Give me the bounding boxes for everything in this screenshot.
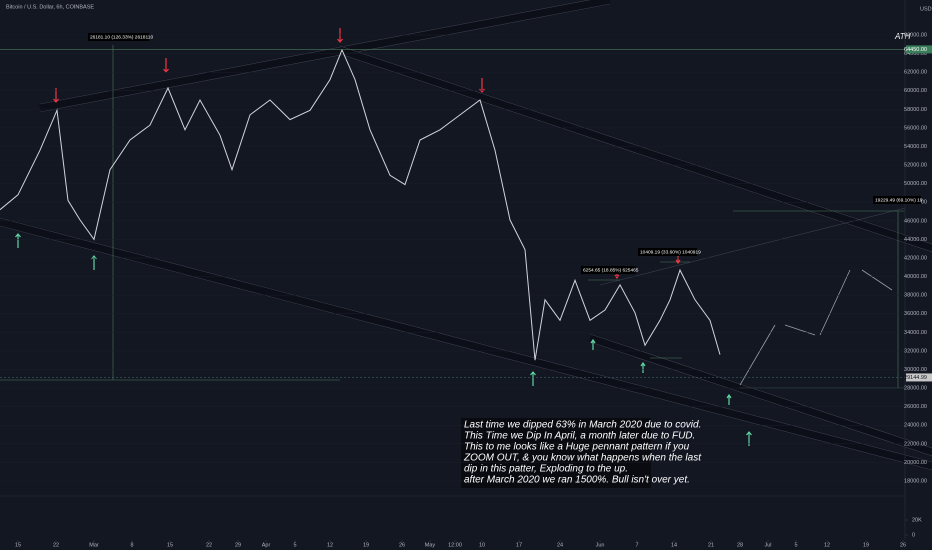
ath-price-box bbox=[906, 45, 932, 54]
x-tick-label: 10 bbox=[479, 542, 485, 548]
note-line: This to me looks like a Huge pennant pat… bbox=[464, 442, 690, 453]
note-line: ZOOM OUT, & you know what happens when t… bbox=[463, 453, 702, 464]
x-tick-label: 15 bbox=[167, 542, 173, 548]
currency: USD bbox=[920, 6, 932, 12]
measure-label: 10409.19 (33.60%) 1040919 bbox=[640, 249, 701, 255]
y-tick-label: 18000.00 bbox=[904, 478, 927, 484]
price-line bbox=[0, 48, 721, 361]
measure-box bbox=[638, 248, 697, 256]
x-tick-label: 12 bbox=[327, 542, 333, 548]
y-tick-label: 62000.00 bbox=[904, 70, 927, 76]
x-tick-label: Jul bbox=[764, 542, 771, 548]
y-tick-label: 26000.00 bbox=[904, 404, 927, 410]
y-tick-label: 44000.00 bbox=[904, 237, 927, 243]
x-tick-label: 29 bbox=[235, 542, 241, 548]
x-tick-label: 15 bbox=[15, 542, 21, 548]
x-tick-label: 12 bbox=[824, 542, 830, 548]
y-tick-label: 60000.00 bbox=[904, 88, 927, 94]
y-tick-label: 58000.00 bbox=[904, 107, 927, 113]
y-tick-label: 46000.00 bbox=[904, 218, 927, 224]
note-box bbox=[461, 418, 651, 488]
y-tick-label: 50000.00 bbox=[904, 181, 927, 187]
y-tick-label: 20000.00 bbox=[904, 460, 927, 466]
x-tick-label: 19 bbox=[363, 542, 369, 548]
last-price-label: 29144.99 bbox=[904, 375, 927, 381]
y-tick-label: 54000.00 bbox=[904, 144, 927, 150]
volume-tick-label: 20K bbox=[912, 517, 922, 523]
measure-box bbox=[88, 33, 150, 41]
y-tick-label: 52000.00 bbox=[904, 163, 927, 169]
y-tick-label: 66000.00 bbox=[904, 32, 927, 38]
x-tick-label: 28 bbox=[737, 542, 743, 548]
measure-box bbox=[873, 196, 921, 204]
x-tick-label: Jun bbox=[596, 542, 605, 548]
y-tick-label: 38000.00 bbox=[904, 293, 927, 299]
y-tick-label: 22000.00 bbox=[904, 441, 927, 447]
x-tick-label: 26 bbox=[900, 542, 906, 548]
y-tick-label: 28000.00 bbox=[904, 386, 927, 392]
x-tick-label: 12:00 bbox=[448, 542, 462, 548]
symbol-title: Bitcoin / U.S. Dollar, 6h, COINBASE bbox=[6, 4, 94, 10]
ath-label: ATH bbox=[894, 32, 911, 41]
x-tick-label: 19 bbox=[863, 542, 869, 548]
x-tick-label: 5 bbox=[794, 542, 797, 548]
x-tick-label: 17 bbox=[516, 542, 522, 548]
note-line: after March 2020 we ran 1500%. Bull isn'… bbox=[464, 475, 690, 486]
measure-label: 6254.65 (18.85%) 625465 bbox=[583, 267, 639, 273]
ath-price-label: 64450.00 bbox=[904, 47, 927, 53]
measure-label: 19229.49 (69.10%) 19 bbox=[875, 197, 923, 203]
measure-box bbox=[581, 266, 636, 274]
y-tick-label: 24000.00 bbox=[904, 423, 927, 429]
y-tick-label: 64000.00 bbox=[904, 51, 927, 57]
x-tick-label: Apr bbox=[262, 542, 271, 548]
volume-tick-label: 0 bbox=[912, 532, 915, 538]
x-tick-label: May bbox=[425, 542, 436, 548]
y-tick-label: 32000.00 bbox=[904, 348, 927, 354]
y-tick-label: 42000.00 bbox=[904, 255, 927, 261]
y-tick-label: 56000.00 bbox=[904, 125, 927, 131]
note-line: This Time we Dip In April, a month later… bbox=[464, 431, 695, 442]
note-line: dip in this patter, Exploding to the up. bbox=[464, 464, 628, 475]
x-tick-label: Mar bbox=[89, 542, 99, 548]
x-tick-label: 22 bbox=[53, 542, 59, 548]
last-price-box bbox=[906, 373, 932, 382]
y-tick-label: 36000.00 bbox=[904, 311, 927, 317]
x-tick-label: 14 bbox=[671, 542, 677, 548]
x-tick-label: 7 bbox=[635, 542, 638, 548]
measure-label: 26181.10 (126.33%) 2618110 bbox=[90, 34, 153, 40]
x-tick-label: 21 bbox=[708, 542, 714, 548]
x-tick-label: 5 bbox=[293, 542, 296, 548]
note-line: Last time we dipped 63% in March 2020 du… bbox=[464, 420, 701, 431]
x-tick-label: 22 bbox=[206, 542, 212, 548]
x-tick-label: 26 bbox=[399, 542, 405, 548]
x-tick-label: 24 bbox=[557, 542, 563, 548]
y-tick-label: 30000.00 bbox=[904, 367, 927, 373]
x-tick-label: 8 bbox=[130, 542, 133, 548]
y-tick-label: 40000.00 bbox=[904, 274, 927, 280]
y-tick-label: 34000.00 bbox=[904, 330, 927, 336]
